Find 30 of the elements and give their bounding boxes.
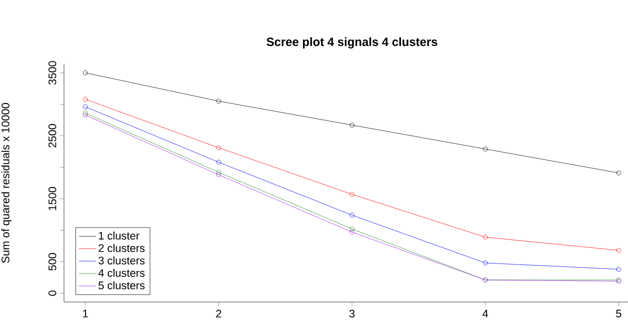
x-tick-label: 4 xyxy=(482,310,488,318)
legend-label: 3 clusters xyxy=(98,256,145,264)
point xyxy=(350,226,354,232)
point xyxy=(350,122,354,128)
point xyxy=(216,170,222,175)
y-tick-label: 1500 xyxy=(48,186,56,210)
x-tick-label: 1 xyxy=(83,310,88,318)
point xyxy=(482,146,488,152)
y-tick-label: 3500 xyxy=(48,61,56,85)
point xyxy=(216,98,222,104)
y-tick-label: 2500 xyxy=(48,124,56,148)
legend-label: 2 clusters xyxy=(98,244,145,252)
y-tick-label: 500 xyxy=(48,253,56,270)
y-axis-title: Sum of quared residuals x 10000 xyxy=(1,103,12,263)
point xyxy=(350,212,354,218)
point xyxy=(482,234,488,240)
point xyxy=(350,192,354,197)
legend-label: 1 cluster xyxy=(98,232,140,240)
point xyxy=(216,160,222,165)
y-tick-label: 0 xyxy=(48,290,56,296)
point xyxy=(482,260,488,266)
point xyxy=(350,230,354,234)
point xyxy=(216,172,222,178)
point xyxy=(216,145,222,150)
chart-title: Scree plot 4 signals 4 clusters xyxy=(266,37,438,48)
x-tick-label: 2 xyxy=(216,310,222,318)
x-tick-label: 5 xyxy=(616,310,622,318)
legend-label: 5 clusters xyxy=(98,281,145,290)
legend-label: 4 clusters xyxy=(98,268,145,277)
x-tick-label: 3 xyxy=(349,310,355,318)
